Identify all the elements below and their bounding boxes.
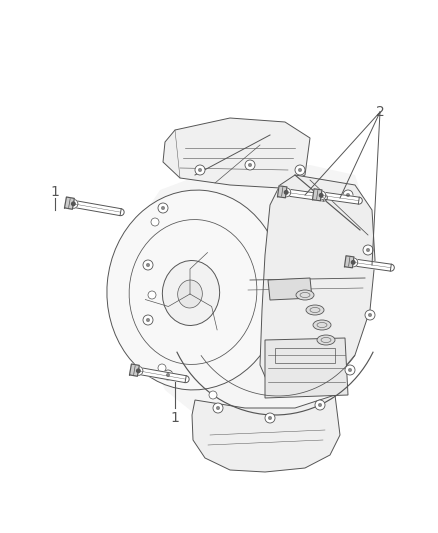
Circle shape: [143, 315, 153, 325]
Polygon shape: [323, 194, 327, 201]
Polygon shape: [353, 259, 391, 271]
Circle shape: [318, 403, 322, 407]
Polygon shape: [138, 165, 370, 425]
Ellipse shape: [317, 335, 335, 345]
Circle shape: [72, 202, 75, 206]
Circle shape: [198, 168, 202, 172]
Polygon shape: [260, 175, 375, 395]
Circle shape: [282, 188, 291, 197]
Circle shape: [368, 313, 372, 317]
Circle shape: [158, 364, 166, 372]
Circle shape: [284, 191, 288, 194]
Polygon shape: [192, 395, 340, 472]
Circle shape: [268, 416, 272, 420]
Polygon shape: [312, 189, 322, 201]
Circle shape: [298, 168, 302, 172]
Ellipse shape: [296, 290, 314, 300]
Circle shape: [146, 263, 150, 267]
Circle shape: [216, 406, 220, 410]
Circle shape: [143, 260, 153, 270]
Circle shape: [163, 370, 173, 380]
Polygon shape: [390, 264, 394, 271]
Circle shape: [166, 373, 170, 377]
Circle shape: [317, 191, 326, 200]
Circle shape: [213, 403, 223, 413]
Polygon shape: [358, 197, 362, 204]
Circle shape: [365, 310, 375, 320]
Circle shape: [265, 413, 275, 423]
Text: 1: 1: [50, 185, 60, 199]
Circle shape: [349, 258, 358, 267]
Polygon shape: [286, 189, 324, 201]
Circle shape: [295, 165, 305, 175]
Circle shape: [345, 365, 355, 375]
Polygon shape: [278, 186, 287, 198]
Circle shape: [245, 160, 255, 170]
Text: 2: 2: [376, 105, 385, 119]
Circle shape: [195, 165, 205, 175]
Circle shape: [351, 261, 355, 264]
Circle shape: [348, 368, 352, 372]
Polygon shape: [185, 376, 189, 383]
Ellipse shape: [306, 305, 324, 315]
Polygon shape: [120, 209, 124, 216]
Ellipse shape: [313, 320, 331, 330]
Polygon shape: [345, 256, 354, 268]
Circle shape: [69, 199, 78, 208]
Circle shape: [363, 245, 373, 255]
Circle shape: [146, 318, 150, 322]
Circle shape: [148, 291, 156, 299]
Circle shape: [158, 203, 168, 213]
Circle shape: [161, 206, 165, 210]
Circle shape: [137, 369, 140, 373]
Polygon shape: [321, 192, 359, 204]
Ellipse shape: [162, 261, 219, 326]
Polygon shape: [130, 364, 139, 376]
Circle shape: [315, 400, 325, 410]
Polygon shape: [163, 118, 310, 188]
Circle shape: [366, 248, 370, 252]
Circle shape: [134, 366, 143, 375]
Ellipse shape: [178, 280, 202, 308]
Circle shape: [248, 163, 252, 167]
Polygon shape: [73, 200, 121, 216]
Bar: [275, 348, 335, 363]
Polygon shape: [268, 278, 312, 300]
Circle shape: [343, 190, 353, 200]
Circle shape: [319, 193, 323, 197]
Polygon shape: [138, 367, 186, 383]
Text: 1: 1: [170, 411, 180, 425]
Circle shape: [346, 193, 350, 197]
Circle shape: [209, 391, 217, 399]
Circle shape: [151, 218, 159, 226]
Polygon shape: [265, 338, 348, 398]
Polygon shape: [64, 197, 74, 209]
Ellipse shape: [107, 190, 283, 390]
